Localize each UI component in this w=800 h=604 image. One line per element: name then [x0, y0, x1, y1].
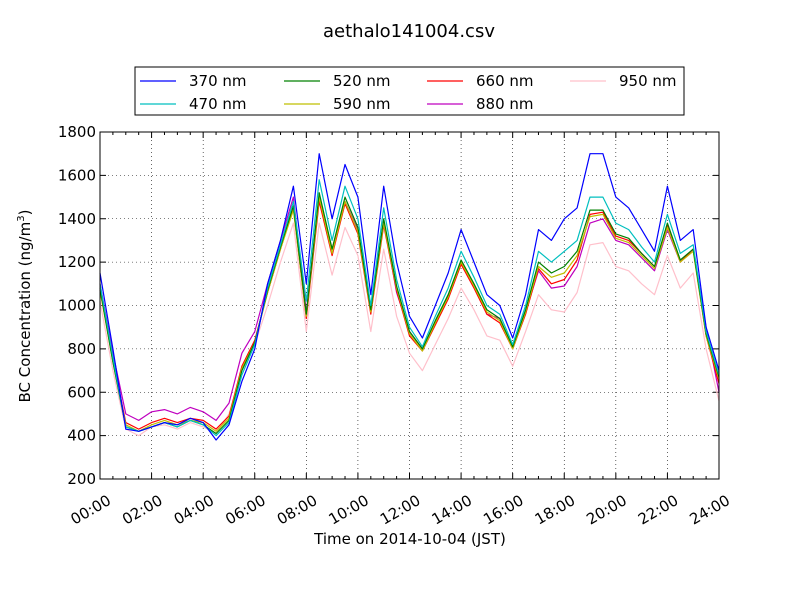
x-tick-label: 22:00	[635, 491, 681, 528]
x-tick-label: 16:00	[480, 491, 526, 528]
x-tick-label: 02:00	[119, 491, 165, 528]
y-axis-label-superscript: 3	[16, 215, 27, 221]
series-line	[99, 153, 720, 441]
x-tick-label: 18:00	[532, 491, 578, 528]
series-line	[99, 222, 720, 437]
y-axis-label-main: BC Concentration (ng/m	[16, 222, 34, 403]
x-tick-label: 06:00	[222, 491, 268, 528]
legend-label: 370 nm	[189, 72, 247, 90]
y-tick-label: 400	[67, 427, 96, 445]
x-tick-label: 12:00	[377, 491, 423, 528]
y-tick-label: 1400	[58, 210, 96, 228]
chart-title: aethalo141004.csv	[323, 21, 495, 42]
legend-label: 880 nm	[476, 95, 534, 113]
grid-lines	[99, 131, 720, 480]
y-tick-labels: 200 400 600 800 1000 1200 1400 1600 1800	[58, 123, 96, 488]
x-tick-label: 08:00	[274, 491, 320, 528]
legend-label: 660 nm	[476, 72, 534, 90]
x-tick-label: 04:00	[171, 491, 217, 528]
y-tick-label: 1800	[58, 123, 96, 141]
y-tick-label: 200	[67, 470, 96, 488]
y-tick-label: 1200	[58, 253, 96, 271]
x-tick-label: 10:00	[325, 491, 371, 528]
x-tick-labels: 00:00 02:00 04:00 06:00 08:00 10:00 12:00 14:00…	[68, 491, 733, 528]
y-tick-label: 1000	[58, 297, 96, 315]
x-tick-label: 24:00	[687, 491, 733, 528]
legend-frame	[134, 66, 685, 116]
y-axis-label: BC Concentration (ng/m3)	[16, 210, 34, 403]
y-tick-label: 600	[67, 383, 96, 401]
series-line	[99, 200, 720, 430]
legend-label: 950 nm	[619, 72, 677, 90]
x-tick-label: 00:00	[68, 491, 114, 528]
series-lines	[99, 153, 720, 441]
y-tick-label: 1600	[58, 166, 96, 184]
legend: 370 nm 470 nm 520 nm 590 nm 660 nm 880 nm 950 …	[134, 66, 685, 116]
plot-frame	[99, 131, 720, 480]
legend-label: 590 nm	[333, 95, 391, 113]
x-tick-label: 14:00	[429, 491, 475, 528]
legend-label: 520 nm	[333, 72, 391, 90]
x-axis-label: Time on 2014-10-04 (JST)	[313, 530, 506, 548]
y-tick-label: 800	[67, 340, 96, 358]
legend-items: 370 nm 470 nm 520 nm 590 nm 660 nm 880 nm 950 …	[140, 72, 677, 113]
legend-label: 470 nm	[189, 95, 247, 113]
x-tick-label: 20:00	[583, 491, 629, 528]
series-line	[99, 179, 720, 437]
y-axis-label-close: )	[16, 210, 34, 216]
